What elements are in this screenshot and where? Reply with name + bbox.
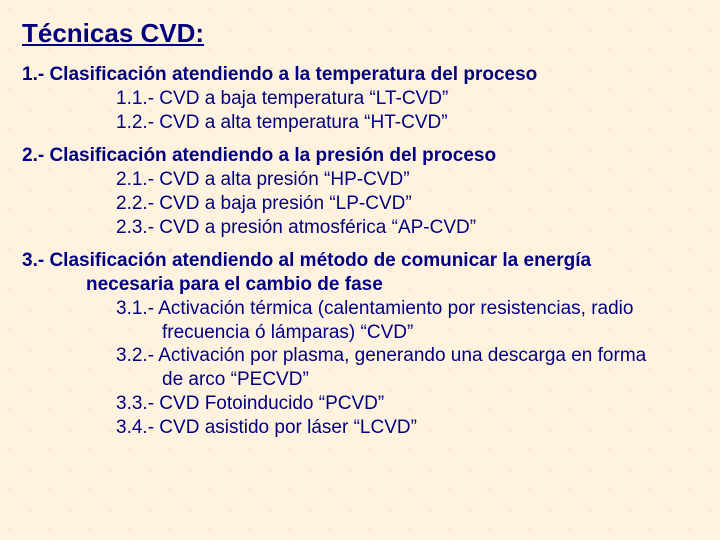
item-3-1-line1: 3.1.- Activación térmica (calentamiento …	[116, 297, 698, 321]
item-3-3: 3.3.- CVD Fotoinducido “PCVD”	[116, 392, 698, 416]
item-3-2-line2: de arco “PECVD”	[162, 368, 698, 392]
item-3-4: 3.4.- CVD asistido por láser “LCVD”	[116, 416, 698, 440]
item-2-2: 2.2.- CVD a baja presión “LP-CVD”	[116, 192, 698, 216]
slide-title: Técnicas CVD:	[22, 18, 698, 49]
item-1-2: 1.2.- CVD a alta temperatura “HT-CVD”	[116, 111, 698, 135]
item-2-3: 2.3.- CVD a presión atmosférica “AP-CVD”	[116, 216, 698, 240]
item-1-1: 1.1.- CVD a baja temperatura “LT-CVD”	[116, 87, 698, 111]
section-2: 2.- Clasificación atendiendo a la presió…	[22, 144, 698, 239]
section-3-heading-line1: 3.- Clasificación atendiendo al método d…	[22, 249, 698, 273]
item-2-1: 2.1.- CVD a alta presión “HP-CVD”	[116, 168, 698, 192]
section-2-heading: 2.- Clasificación atendiendo a la presió…	[22, 144, 698, 168]
section-3: 3.- Clasificación atendiendo al método d…	[22, 249, 698, 439]
item-3-1-line2: frecuencia ó lámparas) “CVD”	[162, 321, 698, 345]
section-1-heading: 1.- Clasificación atendiendo a la temper…	[22, 63, 698, 87]
section-1: 1.- Clasificación atendiendo a la temper…	[22, 63, 698, 134]
section-3-heading-line2: necesaria para el cambio de fase	[86, 273, 698, 297]
item-3-2-line1: 3.2.- Activación por plasma, generando u…	[116, 344, 698, 368]
